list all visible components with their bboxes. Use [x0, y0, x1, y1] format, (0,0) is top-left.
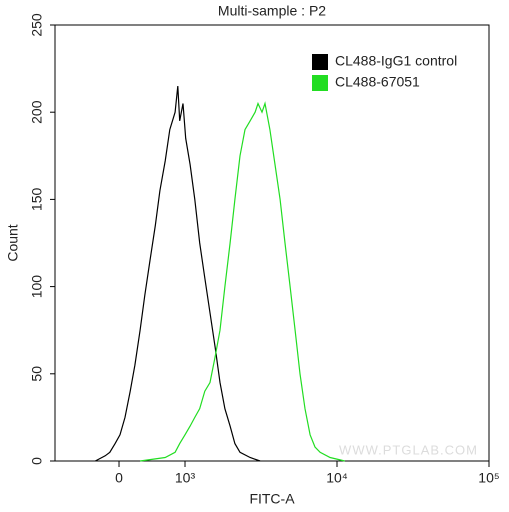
y-tick-label: 250 [29, 13, 45, 37]
histogram-line [140, 101, 345, 462]
y-tick-label: 0 [29, 457, 45, 465]
x-tick-label: 0 [115, 470, 123, 486]
histogram-line [95, 85, 261, 462]
legend-swatch [312, 75, 328, 91]
chart-title: Multi-sample : P2 [218, 3, 326, 19]
x-tick-label: 10³ [175, 470, 196, 486]
y-tick-label: 200 [29, 100, 45, 124]
legend-label: CL488-IgG1 control [335, 53, 457, 69]
watermark: WWW.PTGLAB.COM [339, 442, 478, 457]
y-tick-label: 100 [29, 275, 45, 299]
x-tick-label: 10⁴ [326, 470, 348, 486]
y-axis-label: Count [5, 224, 21, 261]
legend-swatch [312, 54, 328, 70]
y-tick-label: 50 [29, 366, 45, 382]
x-tick-label: 10⁵ [478, 470, 499, 486]
y-tick-label: 150 [29, 188, 45, 212]
legend-label: CL488-67051 [335, 74, 420, 90]
x-axis-label: FITC-A [249, 491, 295, 507]
plot-frame [54, 24, 490, 462]
